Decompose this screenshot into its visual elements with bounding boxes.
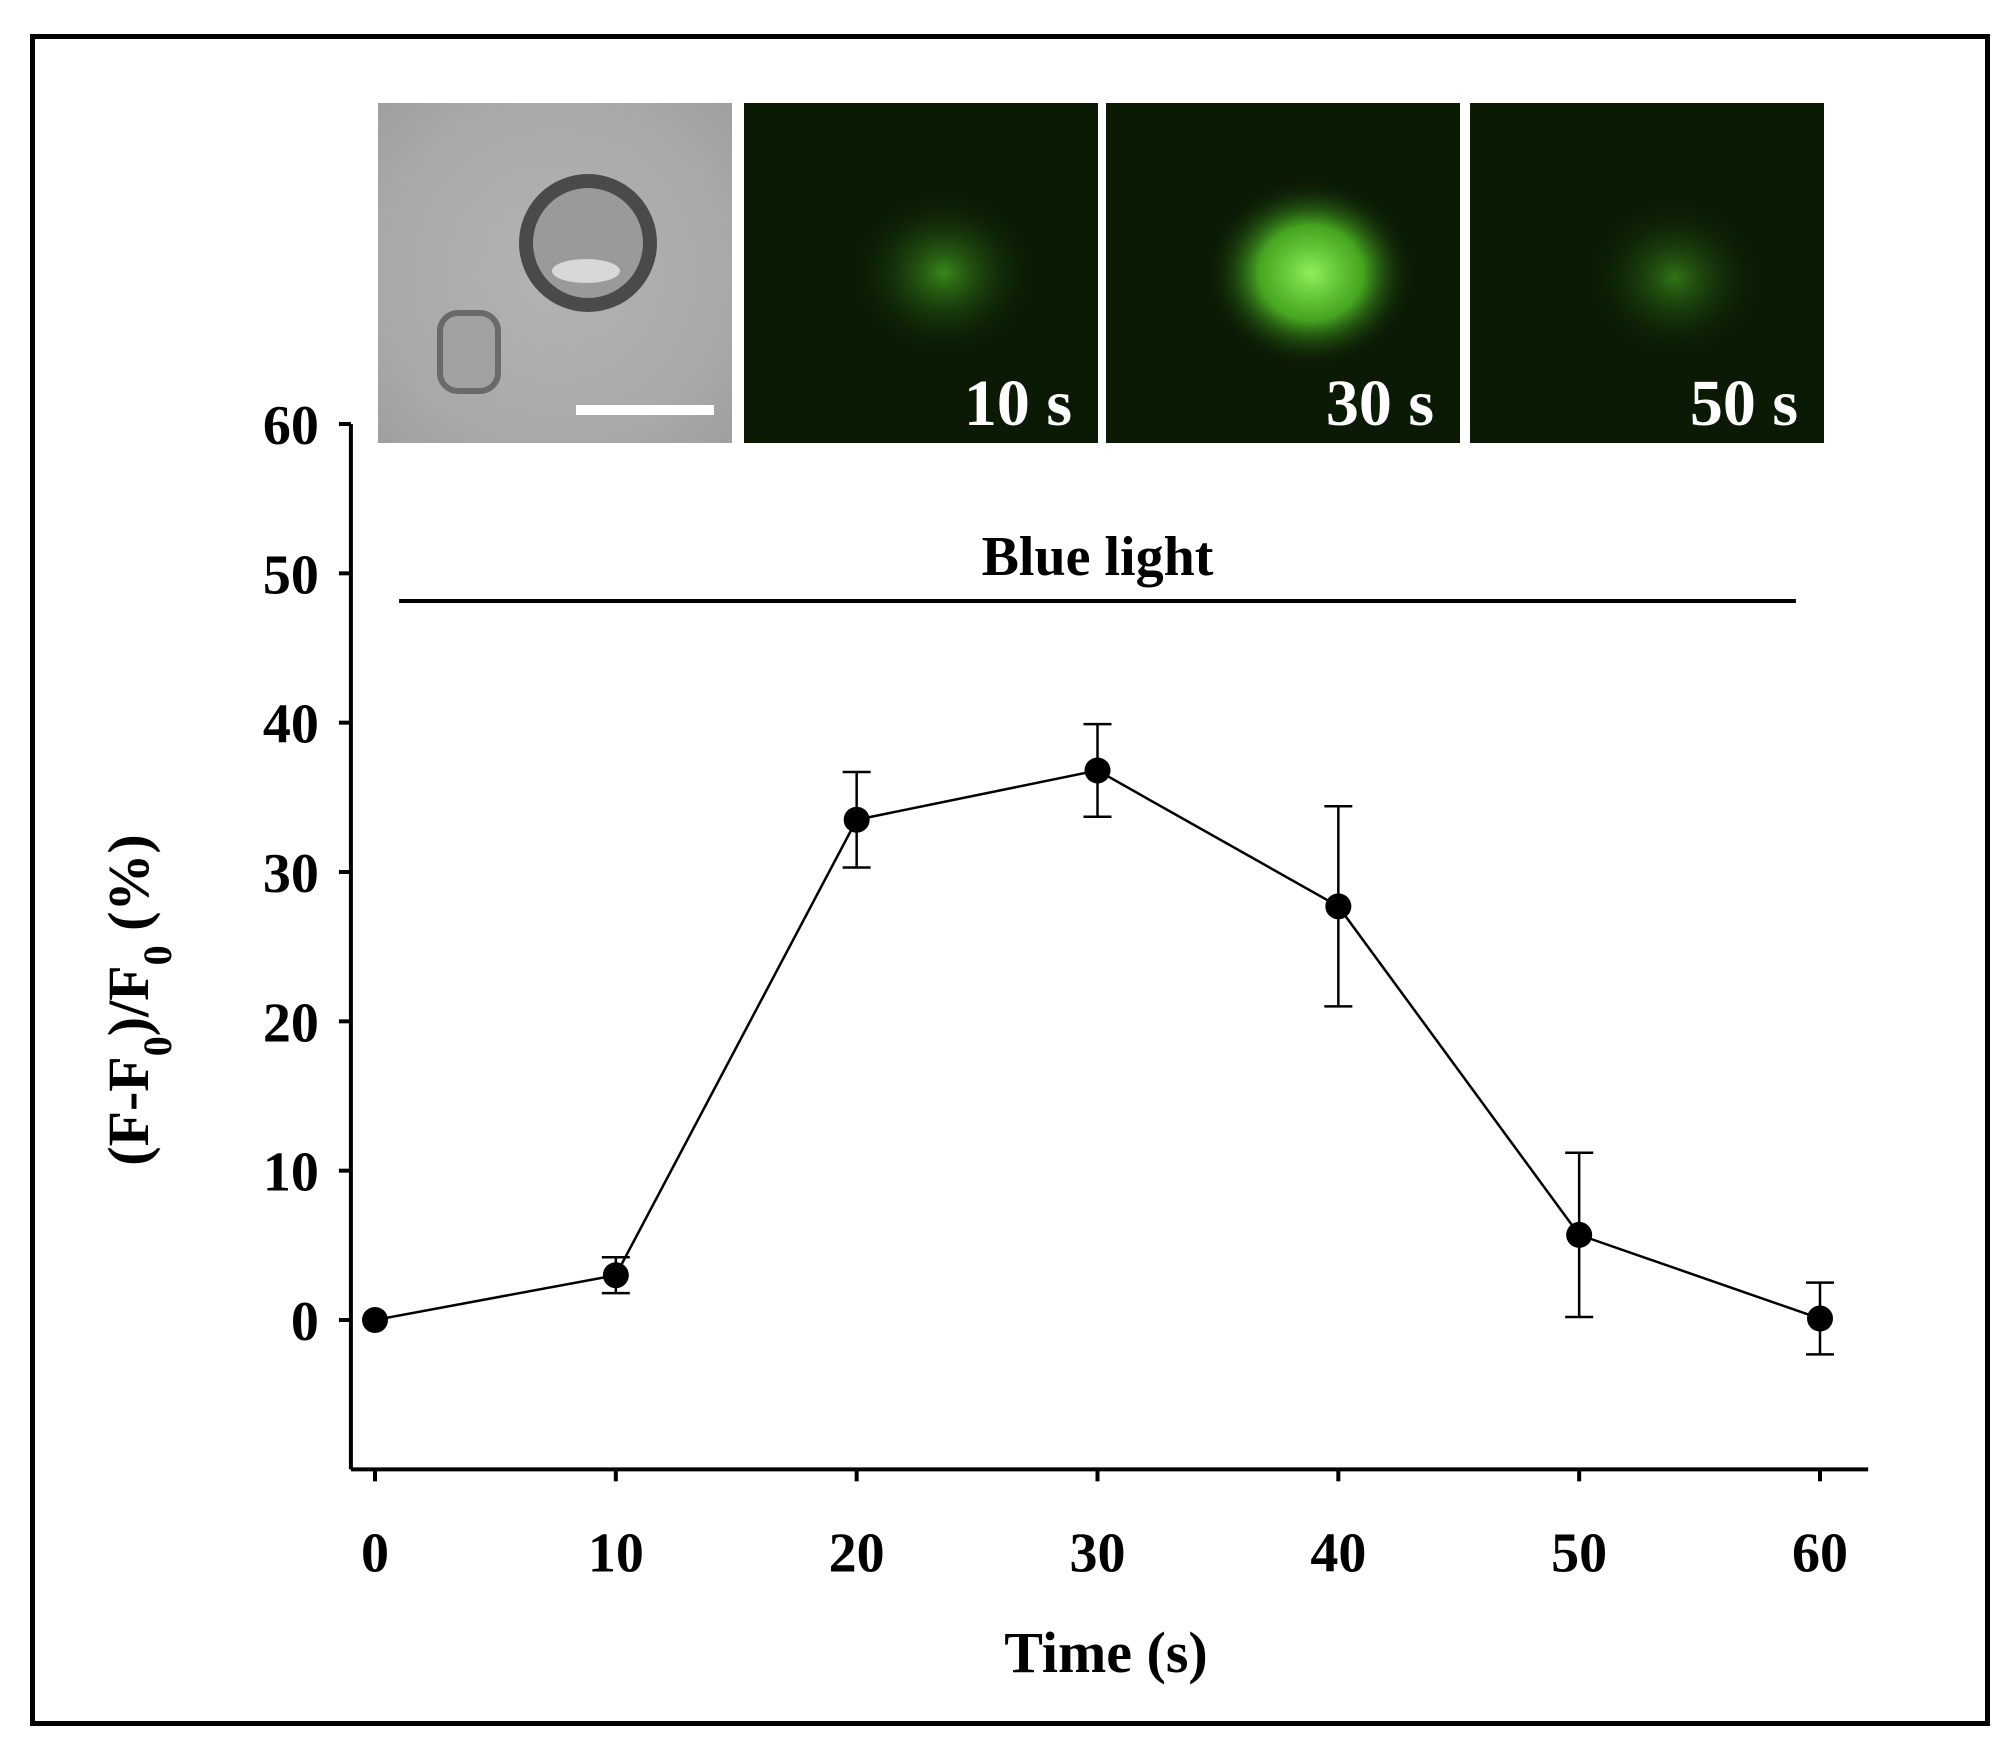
data-point <box>1084 757 1111 784</box>
x-tick-label: 60 <box>1792 1522 1848 1584</box>
x-axis-label: Time (s) <box>1004 1620 1208 1685</box>
data-point <box>843 806 870 833</box>
y-tick-label: 0 <box>291 1291 319 1353</box>
y-tick-label: 60 <box>263 395 319 457</box>
data-point <box>602 1262 629 1289</box>
x-tick-label: 30 <box>1070 1522 1126 1584</box>
micrograph-label: 10 s <box>963 367 1072 440</box>
y-tick-label: 50 <box>263 544 319 606</box>
fluorescence-micrograph-10s: 10 s <box>744 103 1098 443</box>
y-tick-label: 20 <box>263 992 319 1054</box>
y-tick-label: 40 <box>263 694 319 756</box>
series-line <box>374 769 1821 1322</box>
y-axis-label: (F-F0)/F0 (%) <box>96 834 180 1166</box>
data-point <box>1807 1305 1833 1332</box>
blue-light-label: Blue light <box>982 526 1214 588</box>
brightfield-micrograph <box>378 103 732 443</box>
x-tick-label: 0 <box>361 1522 389 1584</box>
series-group <box>362 722 1834 1356</box>
x-tick-label: 50 <box>1551 1522 1607 1584</box>
data-point <box>1566 1221 1593 1248</box>
axes: 0 10 20 30 40 50 60 0 10 20 30 40 50 60 <box>263 395 1869 1584</box>
data-point <box>1325 893 1352 920</box>
data-point <box>362 1307 388 1333</box>
y-tick-label: 10 <box>263 1142 319 1204</box>
x-tick-label: 10 <box>588 1522 644 1584</box>
figure-border <box>30 34 1990 1726</box>
fluorescence-micrograph-30s: 30 s <box>1106 103 1460 443</box>
cell-image-icon <box>437 174 714 415</box>
fluorescence-micrograph-50s: 50 s <box>1470 103 1824 443</box>
scale-bar <box>576 405 714 415</box>
micrograph-label: 50 s <box>1689 367 1798 440</box>
x-tick-label: 20 <box>829 1522 885 1584</box>
micrograph-label: 30 s <box>1325 367 1434 440</box>
x-tick-label: 40 <box>1310 1522 1366 1584</box>
y-tick-label: 30 <box>263 843 319 905</box>
